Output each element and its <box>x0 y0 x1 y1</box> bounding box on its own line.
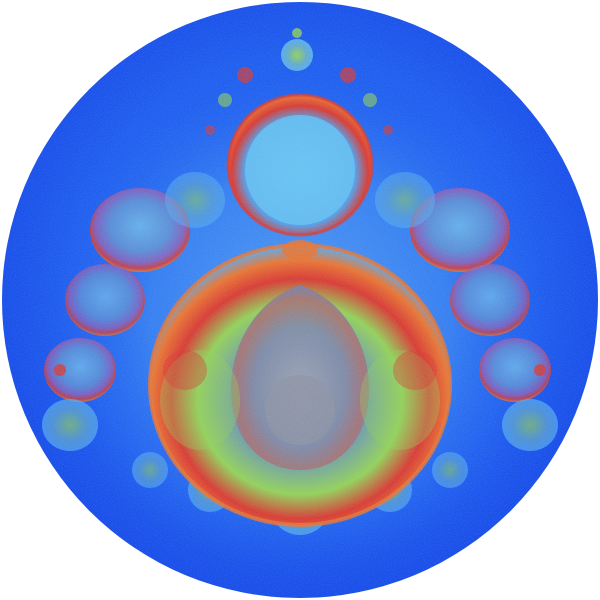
fractal-image <box>0 0 600 600</box>
fractal-disc-graphic <box>2 2 598 598</box>
speckle-texture <box>2 2 598 598</box>
